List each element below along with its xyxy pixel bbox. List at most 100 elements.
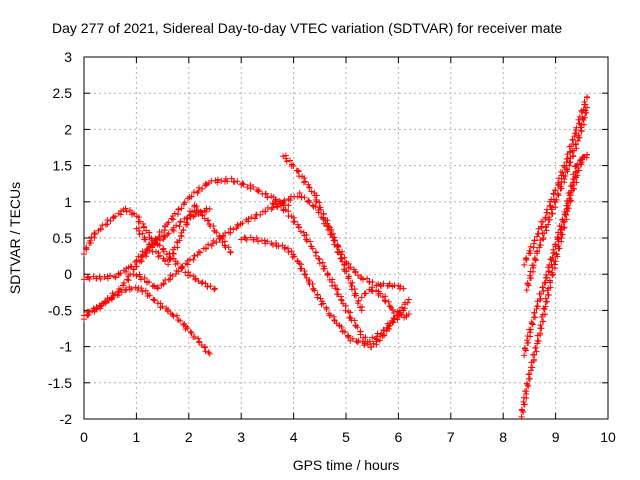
data-point (275, 243, 282, 250)
data-point (287, 197, 294, 204)
y-tick-label: 1 (64, 194, 72, 210)
data-point (531, 310, 538, 317)
data-point (343, 268, 350, 275)
data-point (346, 314, 353, 321)
data-point (225, 244, 232, 251)
data-point (199, 211, 206, 218)
data-point (335, 291, 342, 298)
data-point (315, 255, 322, 262)
data-point (85, 274, 92, 281)
data-point (526, 247, 533, 254)
data-point (338, 296, 345, 303)
data-point (97, 305, 104, 312)
data-point (101, 298, 108, 305)
data-point (257, 211, 264, 218)
data-point (377, 283, 384, 290)
data-point (199, 279, 206, 286)
data-point (213, 229, 220, 236)
data-point (282, 155, 289, 162)
data-point (170, 250, 177, 257)
data-point (206, 206, 213, 213)
chart-title: Day 277 of 2021, Sidereal Day-to-day VTE… (52, 20, 562, 36)
data-point (205, 217, 212, 224)
data-point (295, 223, 302, 230)
data-point (86, 276, 93, 283)
data-point (378, 330, 385, 337)
y-axis-label: SDTVAR / TECUs (7, 182, 23, 294)
data-point (255, 187, 262, 194)
data-point (139, 248, 146, 255)
data-point (203, 245, 210, 252)
data-point (380, 326, 387, 333)
data-point (138, 276, 145, 283)
x-tick-label: 9 (552, 429, 560, 445)
data-point (102, 300, 109, 307)
data-point (351, 292, 358, 299)
data-point (369, 284, 376, 291)
data-point (204, 283, 211, 290)
data-point (201, 215, 208, 222)
data-point (351, 317, 358, 324)
data-point (130, 210, 137, 217)
data-point (368, 344, 375, 351)
data-point (122, 205, 129, 212)
data-point (281, 197, 288, 204)
data-point (91, 307, 98, 314)
data-point (139, 230, 146, 237)
data-point (291, 218, 298, 225)
data-point (163, 251, 170, 258)
data-point (273, 201, 280, 208)
data-point (574, 161, 581, 168)
data-point (567, 183, 574, 190)
data-point (331, 317, 338, 324)
data-point (548, 269, 555, 276)
data-point (317, 206, 324, 213)
data-point (396, 307, 403, 314)
data-point (138, 285, 145, 292)
data-point (291, 253, 298, 260)
data-point (199, 185, 206, 192)
data-point (530, 262, 537, 269)
data-point (91, 229, 98, 236)
data-point (525, 371, 532, 378)
data-point (274, 204, 281, 211)
data-point (173, 312, 180, 319)
data-point (369, 288, 376, 295)
x-tick-label: 3 (237, 429, 245, 445)
data-point (207, 283, 214, 290)
data-point (212, 285, 218, 292)
data-point (122, 287, 129, 294)
data-point (559, 216, 566, 223)
data-point (306, 184, 313, 191)
data-point (269, 241, 276, 248)
data-point (133, 272, 140, 279)
data-point (240, 181, 247, 188)
data-point (251, 215, 258, 222)
data-point (573, 168, 580, 175)
series-track-l (521, 151, 591, 359)
data-point (576, 134, 583, 141)
data-point (130, 271, 137, 278)
data-point (227, 225, 234, 232)
data-point (523, 287, 530, 294)
data-point (380, 280, 387, 287)
data-point (169, 273, 176, 280)
data-point (202, 180, 209, 187)
data-point (537, 237, 544, 244)
data-point (112, 274, 119, 281)
x-tick-label: 1 (133, 429, 141, 445)
y-tick-label: -2 (60, 411, 73, 427)
data-point (403, 313, 410, 320)
data-point (531, 351, 538, 358)
data-point (540, 318, 547, 325)
data-point (581, 114, 588, 121)
data-point (262, 190, 269, 197)
data-point (97, 275, 104, 282)
data-point (537, 295, 544, 302)
data-point (309, 281, 316, 288)
data-point (196, 338, 203, 345)
data-point (536, 242, 543, 249)
data-point (139, 288, 146, 295)
data-point (521, 261, 528, 268)
data-point (92, 231, 99, 238)
